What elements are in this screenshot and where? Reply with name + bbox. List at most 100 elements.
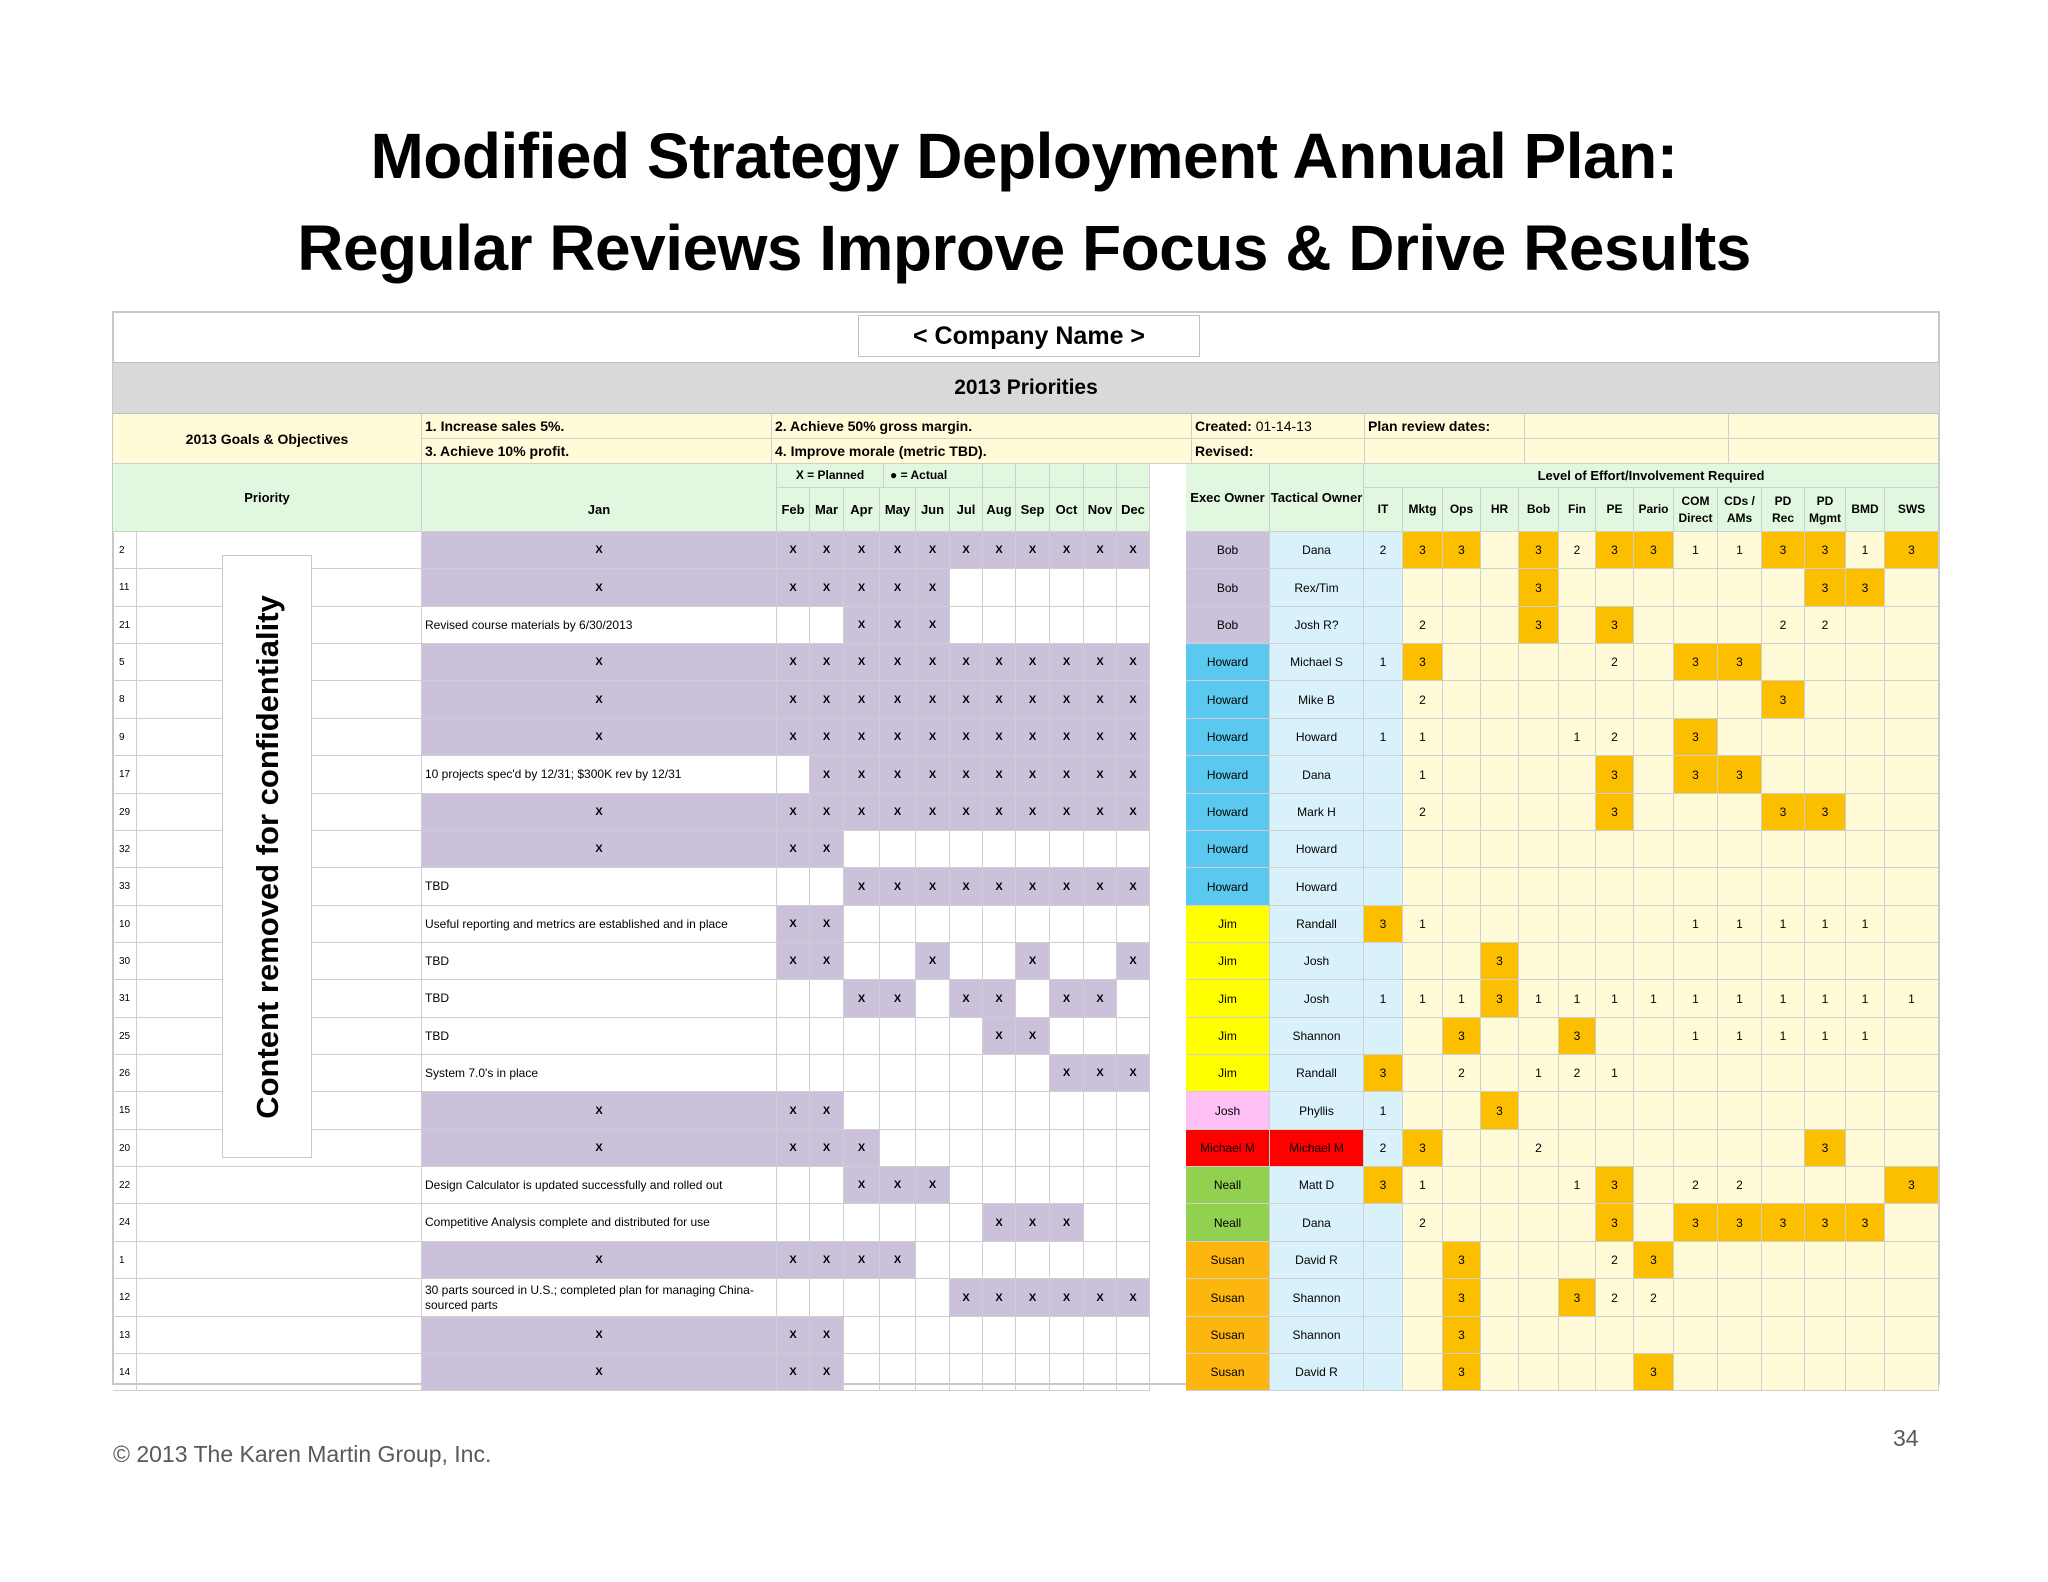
exec-owner: Jim <box>1186 1055 1270 1092</box>
company-name-box: < Company Name > <box>858 315 1200 357</box>
month-cell <box>1117 607 1150 644</box>
effort-value <box>1762 868 1805 906</box>
tactical-owner: Shannon <box>1270 1279 1364 1317</box>
effort-value <box>1559 1204 1596 1242</box>
month-cell <box>950 1130 983 1167</box>
exec-owner: Jim <box>1186 1018 1270 1055</box>
effort-value <box>1443 1130 1481 1167</box>
effort-header-sws: SWS <box>1885 488 1939 532</box>
planned-month-cell: X <box>1016 756 1050 794</box>
row-number: 2 <box>113 532 137 569</box>
effort-value <box>1364 794 1403 831</box>
tactical-owner: David R <box>1270 1354 1364 1391</box>
effort-value <box>1481 756 1519 794</box>
effort-value: 1 <box>1674 532 1718 569</box>
effort-value <box>1674 1354 1718 1391</box>
tactical-owner: Howard <box>1270 719 1364 756</box>
created-date: 01-14-13 <box>1255 417 1312 434</box>
planned-month-cell: X <box>916 644 950 681</box>
page-number: 34 <box>1893 1425 1919 1451</box>
planned-month-cell: X <box>844 719 880 756</box>
month-cell <box>1084 1204 1117 1242</box>
month-header-mar: Mar <box>810 488 844 532</box>
effort-value <box>1634 1130 1674 1167</box>
planned-month-cell: X <box>950 719 983 756</box>
effort-value <box>1674 943 1718 980</box>
effort-value: 3 <box>1805 794 1846 831</box>
month-cell <box>1084 1354 1117 1391</box>
effort-value: 2 <box>1403 1204 1443 1242</box>
month-cell <box>422 1055 777 1092</box>
planned-month-cell: X <box>844 644 880 681</box>
effort-value: 2 <box>1559 532 1596 569</box>
planned-month-cell: X <box>844 980 880 1018</box>
goal-2: 2. Achieve 50% gross margin. <box>772 414 1192 439</box>
effort-value <box>1885 1279 1939 1317</box>
month-cell <box>1117 980 1150 1018</box>
legend-spacer <box>1084 464 1117 488</box>
plan-review-date-3 <box>1365 439 1525 464</box>
month-cell <box>1016 980 1050 1018</box>
planned-month-cell: X <box>810 943 844 980</box>
effort-value <box>1403 1317 1443 1354</box>
planned-month-cell: X <box>1050 1279 1084 1317</box>
effort-value <box>1885 644 1939 681</box>
tactical-owner: Howard <box>1270 868 1364 906</box>
effort-value <box>1596 1317 1634 1354</box>
planned-month-cell: X <box>1016 943 1050 980</box>
effort-value <box>1559 868 1596 906</box>
month-cell <box>1084 943 1117 980</box>
goal-4: 4. Improve morale (metric TBD). <box>772 439 1192 464</box>
planned-month-cell: X <box>880 868 916 906</box>
planned-month-cell: X <box>1084 681 1117 719</box>
planned-month-cell: X <box>880 1167 916 1204</box>
planned-month-cell: X <box>844 868 880 906</box>
effort-value <box>1634 1167 1674 1204</box>
effort-value <box>1519 1167 1559 1204</box>
effort-value <box>1364 1242 1403 1279</box>
month-cell <box>983 1242 1016 1279</box>
month-cell <box>950 607 983 644</box>
planned-month-cell: X <box>844 756 880 794</box>
month-cell <box>844 906 880 943</box>
effort-header-hr: HR <box>1481 488 1519 532</box>
month-cell <box>1117 1242 1150 1279</box>
effort-value <box>1805 1242 1846 1279</box>
planned-month-cell: X <box>880 644 916 681</box>
effort-header-mktg: Mktg <box>1403 488 1443 532</box>
month-cell <box>777 980 810 1018</box>
effort-value <box>1596 831 1634 868</box>
planned-month-cell: X <box>1050 681 1084 719</box>
effort-value <box>1674 1130 1718 1167</box>
effort-value: 2 <box>1762 607 1805 644</box>
exec-owner: Jim <box>1186 943 1270 980</box>
month-cell <box>983 831 1016 868</box>
row-number: 26 <box>113 1055 137 1092</box>
month-cell <box>916 980 950 1018</box>
month-cell <box>777 1279 810 1317</box>
planned-month-cell: X <box>1117 794 1150 831</box>
planned-month-cell: X <box>1084 756 1117 794</box>
tactical-owner: Michael S <box>1270 644 1364 681</box>
tactical-owner: Dana <box>1270 1204 1364 1242</box>
planned-month-cell: X <box>1084 532 1117 569</box>
month-cell <box>1117 1317 1150 1354</box>
month-cell <box>1016 1167 1050 1204</box>
row-number: 29 <box>113 794 137 831</box>
month-cell <box>844 1317 880 1354</box>
effort-value: 3 <box>1481 1092 1519 1130</box>
row-number: 14 <box>113 1354 137 1391</box>
planned-month-cell: X <box>1084 868 1117 906</box>
effort-value <box>1846 607 1885 644</box>
month-cell <box>916 831 950 868</box>
effort-value <box>1364 681 1403 719</box>
effort-value <box>1846 1055 1885 1092</box>
effort-value: 2 <box>1403 794 1443 831</box>
planned-month-cell: X <box>950 644 983 681</box>
month-cell <box>1050 906 1084 943</box>
goal-3: 3. Achieve 10% profit. <box>422 439 772 464</box>
effort-value: 3 <box>1443 1018 1481 1055</box>
month-cell <box>983 1317 1016 1354</box>
effort-value: 3 <box>1596 756 1634 794</box>
effort-value <box>1443 569 1481 607</box>
